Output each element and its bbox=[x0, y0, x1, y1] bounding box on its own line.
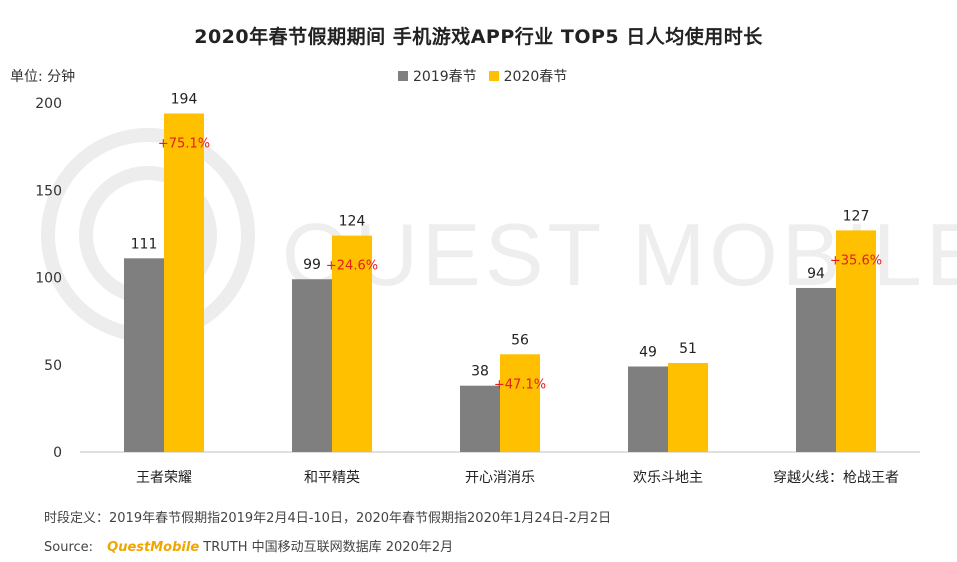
growth-label: +24.6% bbox=[326, 259, 378, 274]
bar-2020 bbox=[500, 354, 540, 452]
bar-2020 bbox=[836, 230, 876, 452]
chart-title: 2020年春节假期期间 手机游戏APP行业 TOP5 日人均使用时长 bbox=[194, 26, 763, 48]
data-label-2020: 124 bbox=[339, 214, 366, 230]
bar-2019 bbox=[628, 366, 668, 452]
source-brand: QuestMobile bbox=[107, 540, 200, 555]
legend-swatch-2019 bbox=[398, 71, 408, 81]
y-tick-label: 50 bbox=[44, 358, 62, 374]
data-label-2020: 56 bbox=[511, 332, 529, 348]
legend-label-2020: 2020春节 bbox=[503, 69, 568, 85]
legend: 2019春节 2020春节 bbox=[398, 66, 567, 86]
legend-item-2019: 2019春节 bbox=[398, 66, 477, 86]
data-label-2019: 49 bbox=[639, 344, 657, 360]
bar-2020 bbox=[164, 113, 204, 452]
growth-label: +75.1% bbox=[158, 136, 210, 151]
bar-2019 bbox=[292, 279, 332, 452]
data-label-2019: 99 bbox=[303, 257, 321, 273]
x-category-label: 开心消消乐 bbox=[465, 470, 535, 486]
footnote: 时段定义：2019年春节假期指2019年2月4日-10日，2020年春节假期指2… bbox=[44, 511, 612, 526]
bar-2020 bbox=[332, 235, 372, 452]
data-label-2020: 51 bbox=[679, 341, 697, 357]
y-axis-unit-label: 单位: 分钟 bbox=[10, 69, 76, 85]
data-label-2019: 111 bbox=[131, 236, 158, 252]
source-prefix: Source: bbox=[44, 540, 94, 555]
source-line: Source: QuestMobile TRUTH 中国移动互联网数据库 202… bbox=[44, 536, 453, 555]
growth-label: +47.1% bbox=[494, 377, 546, 392]
x-category-label: 和平精英 bbox=[304, 469, 360, 486]
data-label-2020: 194 bbox=[171, 91, 198, 107]
x-category-label: 穿越火线：枪战王者 bbox=[773, 469, 899, 486]
legend-item-2020: 2020春节 bbox=[488, 66, 568, 86]
x-category-label: 王者荣耀 bbox=[136, 470, 192, 486]
y-tick-label: 100 bbox=[35, 271, 62, 287]
data-label-2020: 127 bbox=[843, 208, 870, 224]
bar-2019 bbox=[124, 258, 164, 452]
bar-2019 bbox=[460, 385, 500, 452]
source-rest: TRUTH 中国移动互联网数据库 2020年2月 bbox=[203, 540, 454, 555]
bar-2020 bbox=[668, 363, 708, 452]
bar-2019 bbox=[796, 287, 836, 452]
y-tick-label: 0 bbox=[53, 445, 62, 461]
growth-label: +35.6% bbox=[830, 253, 882, 268]
y-tick-label: 200 bbox=[35, 96, 62, 112]
legend-label-2019: 2019春节 bbox=[413, 69, 477, 85]
data-label-2019: 94 bbox=[807, 266, 825, 282]
legend-swatch-2020 bbox=[488, 71, 499, 81]
data-label-2019: 38 bbox=[471, 364, 489, 380]
y-tick-label: 150 bbox=[35, 183, 62, 199]
x-category-label: 欢乐斗地主 bbox=[633, 470, 703, 486]
